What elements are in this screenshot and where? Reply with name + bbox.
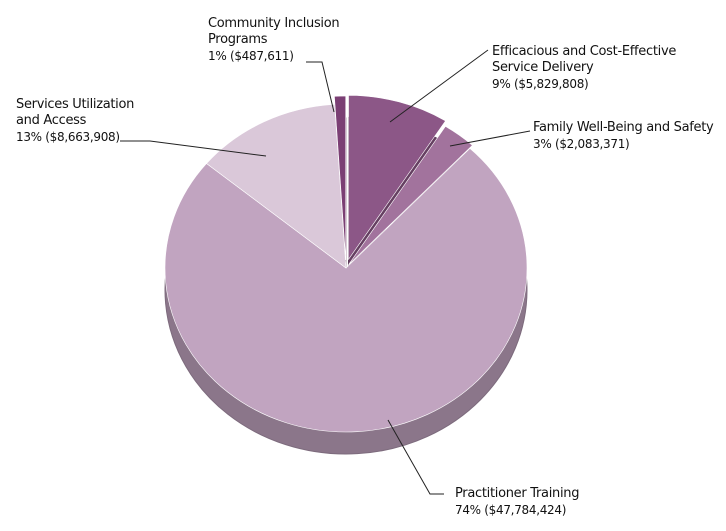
leader-line (306, 61, 335, 113)
pie-slice (164, 148, 528, 433)
category-name: Efficacious and Cost-Effective Service D… (492, 44, 677, 75)
value-line: 3% ($2,083,371) (533, 136, 723, 152)
leader-line (120, 140, 267, 157)
slice-label: Family Well-Being and Safety 3% ($2,083,3… (533, 120, 723, 152)
value-line: 13% ($8,663,908) (16, 129, 156, 145)
amount-label: ($487,611) (229, 49, 294, 63)
slice-label: Community Inclusion Programs 1% ($487,611… (208, 16, 358, 64)
amount-label: ($8,663,908) (45, 130, 120, 144)
percent-label: 3% (533, 137, 552, 151)
leader-line (449, 130, 531, 147)
leader-line (387, 419, 444, 495)
leader-line (389, 49, 489, 123)
value-line: 9% ($5,829,808) (492, 76, 692, 92)
slice-label: Practitioner Training 74% ($47,784,424) (455, 486, 655, 518)
percent-label: 13% (16, 130, 42, 144)
percent-label: 1% (208, 49, 227, 63)
category-name: Practitioner Training (455, 486, 580, 501)
category-name: Community Inclusion Programs (208, 16, 340, 47)
value-line: 74% ($47,784,424) (455, 502, 655, 518)
value-line: 1% ($487,611) (208, 48, 358, 64)
amount-label: ($2,083,371) (554, 137, 630, 151)
pie (164, 95, 528, 455)
pie-slice (206, 104, 347, 269)
amount-label: ($47,784,424) (484, 503, 567, 517)
pie-slice (334, 95, 347, 261)
amount-label: ($5,829,808) (513, 77, 589, 91)
category-name: Family Well-Being and Safety (533, 120, 714, 135)
pie-slice (348, 125, 473, 266)
slice-label: Services Utilization and Access 13% ($8,6… (16, 97, 156, 145)
category-name: Services Utilization and Access (16, 97, 135, 128)
percent-label: 74% (455, 503, 481, 517)
slice-label: Efficacious and Cost-Effective Service D… (492, 44, 692, 92)
percent-label: 9% (492, 77, 511, 91)
pie-slice (348, 95, 446, 261)
